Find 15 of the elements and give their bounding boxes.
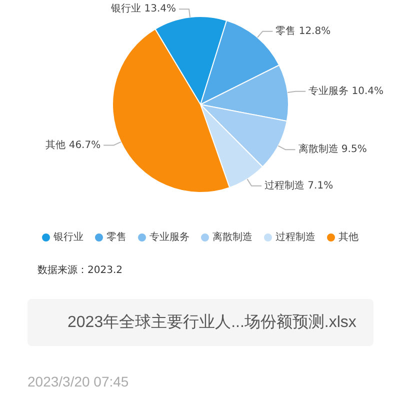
- legend-label: 过程制造: [276, 231, 316, 243]
- legend-label: 专业服务: [150, 231, 190, 243]
- source-note: 数据来源：2023.2: [38, 264, 122, 276]
- data-label: 银行业 13.4%: [110, 2, 176, 15]
- legend-label: 其他: [338, 231, 358, 243]
- text: 2023年全球主要行业人...场份额预测.xlsx: [68, 313, 356, 331]
- legend-label: 零售: [106, 231, 126, 243]
- data-label: 专业服务 10.4%: [308, 84, 384, 97]
- data-label: 离散制造 9.5%: [298, 143, 367, 156]
- data-label: 零售 12.8%: [276, 24, 331, 37]
- legend-label: 离散制造: [212, 231, 252, 243]
- data-label: 其他 46.7%: [46, 138, 101, 151]
- legend-label: 银行业: [52, 231, 84, 243]
- text: 2023/3/20 07:45: [28, 374, 129, 390]
- data-label: 过程制造 7.1%: [264, 179, 334, 192]
